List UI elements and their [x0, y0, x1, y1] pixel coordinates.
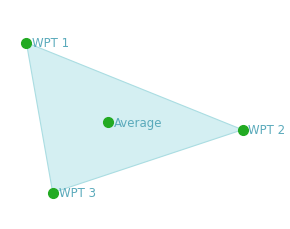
- Text: WPT 3: WPT 3: [59, 186, 95, 199]
- Text: WPT 2: WPT 2: [248, 124, 285, 137]
- Text: Average: Average: [114, 117, 162, 129]
- Polygon shape: [26, 43, 242, 193]
- Text: WPT 1: WPT 1: [32, 37, 69, 50]
